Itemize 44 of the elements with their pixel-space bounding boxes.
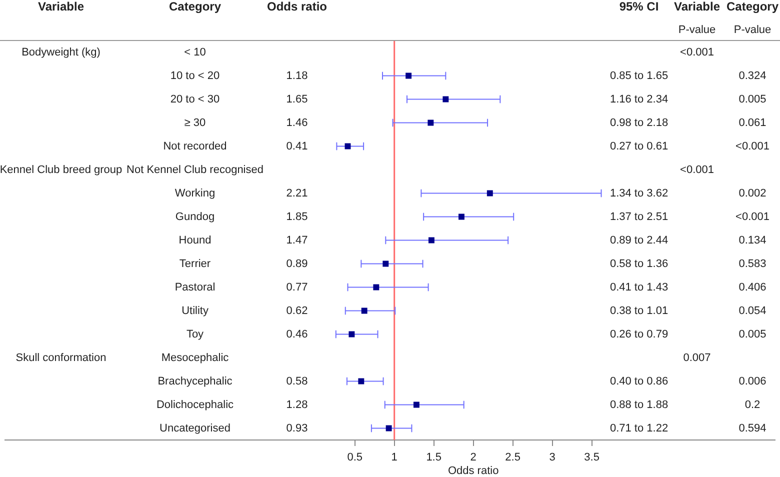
point <box>373 284 380 290</box>
point <box>428 237 434 244</box>
text: 95% CI 0.85 to 1.65 1.16 to 2.34 0.98 to 2.18 0.27 to 0.61 1.34 to 3.62 1.37 to 2.51 0.89 to 2.44 0.58 to 1.36 0.41 to 1.43 0.38 to 1.01 0.26 to 0.79 0.40 to 0.86 0.88 to 1.88 0.71 to 1.22 <box>610 0 668 434</box>
point <box>486 190 493 196</box>
text: Variable Bodyweight (kg) Kennel Club breed group Skull conformation <box>0 0 122 364</box>
x-axis-title: Odds ratio <box>448 465 499 477</box>
y-tick-label: Terrier <box>179 258 211 270</box>
y-tick-label: 20 to < 30 <box>170 93 220 106</box>
point <box>442 96 449 102</box>
y-tick-label: Working <box>174 187 216 200</box>
y-tick-label: Brachycephalic <box>158 375 233 388</box>
y-tick-label: Toy <box>186 328 204 340</box>
x-tick-label: 1.5 <box>426 452 442 464</box>
text: Odds ratio 1.18 1.65 1.46 0.41 2.21 1.85 1.47 0.89 0.77 0.62 0.46 0.58 1.28 0.93 <box>266 0 328 434</box>
y-tick-label: Not recorded <box>163 140 227 152</box>
y-tick-label: < 10 <box>184 46 206 58</box>
point <box>348 331 355 338</box>
y-tick-label: Dolichocephalic <box>156 398 234 411</box>
text: Category <box>168 0 222 14</box>
y-tick-label: Pastoral <box>174 281 216 294</box>
point <box>406 72 412 79</box>
point <box>428 120 434 126</box>
point <box>386 425 392 432</box>
x-tick-label: 2 <box>470 452 476 464</box>
y-tick-label: Uncategorised <box>160 422 230 434</box>
x-tick-label: 3 <box>549 452 556 464</box>
y-tick-label: Utility <box>182 304 209 317</box>
text: Category P-value 0.324 0.005 0.061 <0.001 0.002 <0.001 0.134 0.583 0.406 0.054 0.005 0.006 0.2 0.594 <box>726 0 779 434</box>
point <box>382 260 389 267</box>
y-tick-label: ≥ 30 <box>184 116 206 129</box>
text: Variable P-value <0.001 <0.001 0.007 <box>674 0 720 364</box>
point <box>358 378 364 384</box>
y-tick-label: Mesocephalic <box>161 352 230 364</box>
y-tick-label: Not Kennel Club recognised <box>126 164 264 176</box>
y-tick-label: 10 to < 20 <box>170 70 220 82</box>
x-tick-label: 3.5 <box>584 452 600 464</box>
x-tick-label: 1 <box>391 452 398 464</box>
point <box>413 402 420 408</box>
y-tick-label: Hound <box>178 234 212 246</box>
y-tick-label: Gundog <box>175 210 215 223</box>
x-tick-label: 2.5 <box>505 452 520 464</box>
point <box>361 308 368 314</box>
point <box>458 214 464 220</box>
x-tick-label: 0.5 <box>347 452 363 464</box>
